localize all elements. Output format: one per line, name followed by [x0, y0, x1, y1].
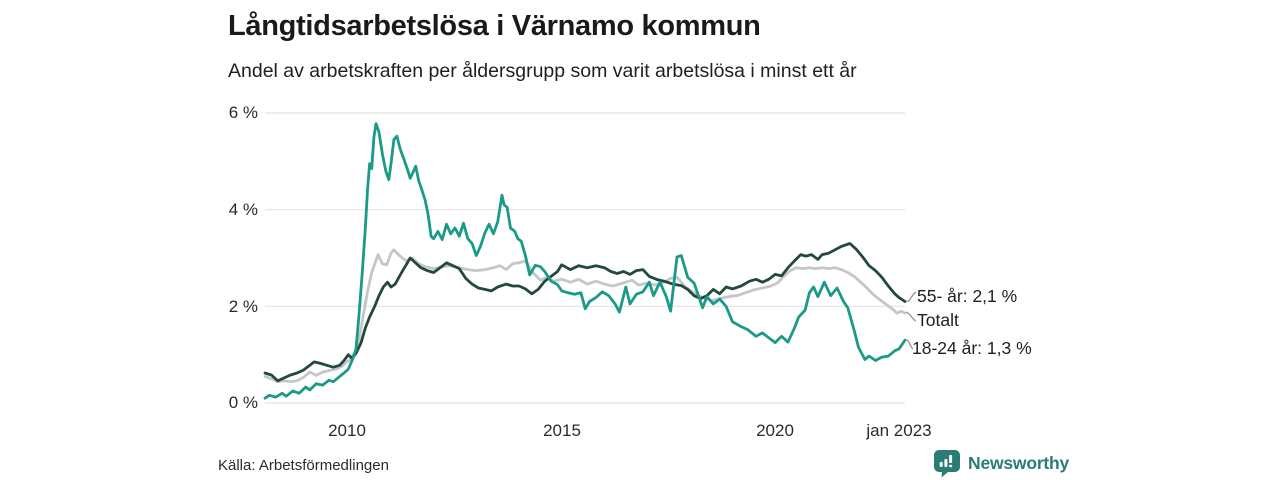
- series-label-totalt: Totalt: [917, 310, 959, 330]
- source-note: Källa: Arbetsförmedlingen: [218, 457, 389, 474]
- x-axis-tick-2010: 2010: [328, 421, 366, 440]
- y-axis-tick-4: 4 %: [228, 200, 258, 219]
- page-subtitle: Andel av arbetskraften per åldersgrupp s…: [228, 60, 857, 82]
- x-axis-tick-2015: 2015: [543, 421, 581, 440]
- series-lines: [263, 122, 907, 400]
- series-line-18-24-r: [263, 122, 907, 400]
- newsworthy-wordmark: Newsworthy: [968, 453, 1070, 473]
- annotation-connector: [905, 291, 917, 302]
- gridlines: [265, 112, 905, 404]
- x-axis-tick-jan-2023: jan 2023: [866, 421, 932, 440]
- x-axis-tick-2020: 2020: [756, 421, 794, 440]
- newsworthy-logo: Newsworthy: [933, 449, 1069, 478]
- page-title: Långtidsarbetslösa i Värnamo kommun: [228, 10, 761, 42]
- newsworthy-bubble-chart-icon: [934, 450, 960, 478]
- annotation-connector: [905, 339, 914, 350]
- series-line-totalt: [263, 248, 907, 384]
- annotation-connectors: [905, 291, 917, 350]
- y-axis-tick-6: 6 %: [228, 103, 258, 122]
- annotation-connector: [905, 311, 917, 322]
- series-line-55-r: [263, 242, 907, 383]
- y-axis-tick-2: 2 %: [228, 297, 258, 316]
- y-axis-tick-0: 0 %: [228, 393, 258, 412]
- series-label-55-ar: 55- år: 2,1 %: [917, 286, 1018, 306]
- series-label-18-24: 18-24 år: 1,3 %: [912, 338, 1032, 358]
